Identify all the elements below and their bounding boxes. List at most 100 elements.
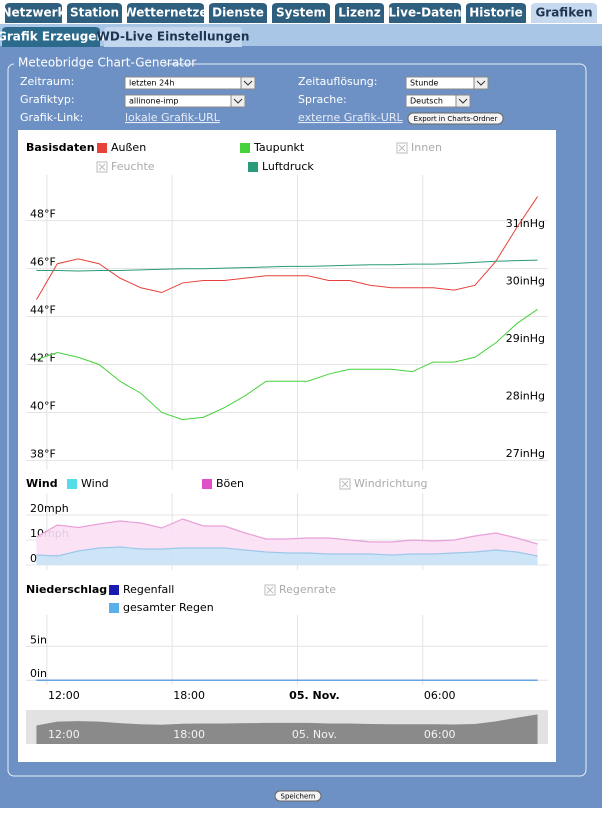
- subtab[interactable]: [2, 27, 100, 47]
- select-arrow[interactable]: [243, 80, 253, 86]
- button-label[interactable]: Export in Charts-Ordner: [414, 115, 498, 123]
- subtab-label[interactable]: WD-Live Einstellungen: [97, 30, 250, 44]
- y-tick-label: 5in: [30, 633, 47, 646]
- legend-label[interactable]: Luftdruck: [262, 160, 314, 173]
- form-label: Grafiktyp:: [20, 93, 75, 106]
- select-arrow[interactable]: [233, 98, 243, 104]
- legend-label[interactable]: Taupunkt: [253, 141, 305, 154]
- tab-label[interactable]: Live-Daten: [388, 6, 461, 20]
- tab-label[interactable]: Station: [70, 6, 119, 20]
- navigator-label: 12:00: [48, 728, 80, 741]
- select-arrow-box[interactable]: [473, 76, 489, 90]
- navigator-label: 18:00: [173, 728, 205, 741]
- line: [36, 259, 538, 272]
- tab-label[interactable]: Lizenz: [338, 6, 380, 20]
- select-arrow-box[interactable]: [455, 94, 471, 108]
- select-arrow-box[interactable]: [230, 94, 246, 108]
- area-line: [36, 546, 538, 557]
- legend-cross[interactable]: [398, 144, 406, 152]
- y-tick-label: 20mph: [30, 502, 69, 515]
- subtab-label[interactable]: Grafik Erzeugen: [0, 30, 105, 44]
- chart-title: Niederschlag: [26, 583, 107, 596]
- legend-swatch[interactable]: [248, 162, 258, 172]
- chart-title: Basisdaten: [26, 141, 95, 154]
- x-tick-label: 18:00: [173, 689, 205, 702]
- tab[interactable]: [531, 3, 597, 23]
- legend-label[interactable]: Böen: [216, 477, 244, 490]
- x-tick-label: 06:00: [424, 689, 456, 702]
- legend-cross[interactable]: [341, 480, 349, 488]
- tab[interactable]: [5, 3, 62, 23]
- chart-title: Wind: [26, 477, 58, 490]
- tab-label[interactable]: Netzwerk: [1, 6, 66, 20]
- legend-label[interactable]: Regenfall: [123, 583, 174, 596]
- legend-label[interactable]: Wind: [81, 477, 109, 490]
- button[interactable]: [407, 112, 504, 125]
- button[interactable]: [274, 790, 322, 802]
- link[interactable]: externe Grafik-URL: [298, 111, 403, 124]
- tab-label[interactable]: Dienste: [212, 6, 264, 20]
- tab[interactable]: [67, 3, 122, 23]
- form-label: Zeitauflösung:: [298, 75, 377, 88]
- tab-label[interactable]: System: [276, 6, 326, 20]
- select-arrow[interactable]: [458, 98, 468, 104]
- tab[interactable]: [272, 3, 330, 23]
- tab[interactable]: [466, 3, 526, 23]
- x-tick-label: 12:00: [48, 689, 80, 702]
- legend-label-inactive[interactable]: Regenrate: [279, 583, 336, 596]
- area-line: [36, 518, 538, 545]
- area: [36, 547, 538, 565]
- fieldset: [7, 63, 587, 777]
- y2-tick-label: 27inHg: [506, 447, 545, 460]
- select-arrow-box[interactable]: [240, 76, 256, 90]
- y-tick-label: 48°F: [30, 208, 56, 221]
- subtab-bar: [0, 24, 602, 48]
- tab[interactable]: [335, 3, 384, 23]
- select-value[interactable]: allinone-imp: [129, 97, 179, 106]
- navigator-label: 05. Nov.: [292, 728, 337, 741]
- legend-cross[interactable]: [98, 163, 106, 171]
- form-label: Grafik-Link:: [20, 111, 83, 124]
- select-value[interactable]: Stunde: [410, 79, 438, 88]
- link[interactable]: lokale Grafik-URL: [125, 111, 221, 124]
- y2-tick-label: 28inHg: [506, 390, 545, 403]
- legend-label-inactive[interactable]: Innen: [411, 141, 442, 154]
- tab-label[interactable]: Historie: [469, 6, 522, 20]
- fieldset-legend: Meteobridge Chart-Generator: [18, 56, 196, 70]
- subtab[interactable]: [104, 27, 242, 47]
- form-label: Sprache:: [298, 93, 347, 106]
- y-tick-label: 40°F: [30, 399, 56, 412]
- select-value[interactable]: letzten 24h: [129, 79, 174, 88]
- chart-panel: [18, 130, 556, 762]
- select-arrow[interactable]: [476, 80, 486, 86]
- select-value[interactable]: Deutsch: [410, 97, 443, 106]
- legend-cross[interactable]: [266, 586, 274, 594]
- legend-label-inactive[interactable]: Feuchte: [111, 160, 155, 173]
- legend-swatch[interactable]: [109, 585, 119, 595]
- tab[interactable]: [127, 3, 204, 23]
- navigator-label: 06:00: [424, 728, 456, 741]
- legend-swatch[interactable]: [240, 143, 250, 153]
- y-tick-label: 44°F: [30, 304, 56, 317]
- legend-swatch[interactable]: [67, 479, 77, 489]
- y-tick-label: 46°F: [30, 256, 56, 269]
- legend-swatch[interactable]: [202, 479, 212, 489]
- form-label: Zeitraum:: [20, 75, 74, 88]
- fieldset-legend-bg: [14, 55, 164, 69]
- legend-label[interactable]: Außen: [111, 141, 146, 154]
- button-label[interactable]: Speichern: [281, 793, 316, 801]
- x-tick-label: 05. Nov.: [289, 689, 340, 702]
- tab-label[interactable]: Wetternetze: [123, 6, 207, 20]
- legend-swatch[interactable]: [97, 143, 107, 153]
- legend-swatch[interactable]: [109, 603, 119, 613]
- tab[interactable]: [209, 3, 267, 23]
- tab-label[interactable]: Grafiken: [535, 6, 592, 20]
- legend-label-inactive[interactable]: Windrichtung: [354, 477, 427, 490]
- line: [36, 308, 538, 421]
- y2-tick-label: 29inHg: [506, 332, 545, 345]
- line: [36, 196, 538, 300]
- tab[interactable]: [389, 3, 461, 23]
- legend-label[interactable]: gesamter Regen: [123, 601, 214, 614]
